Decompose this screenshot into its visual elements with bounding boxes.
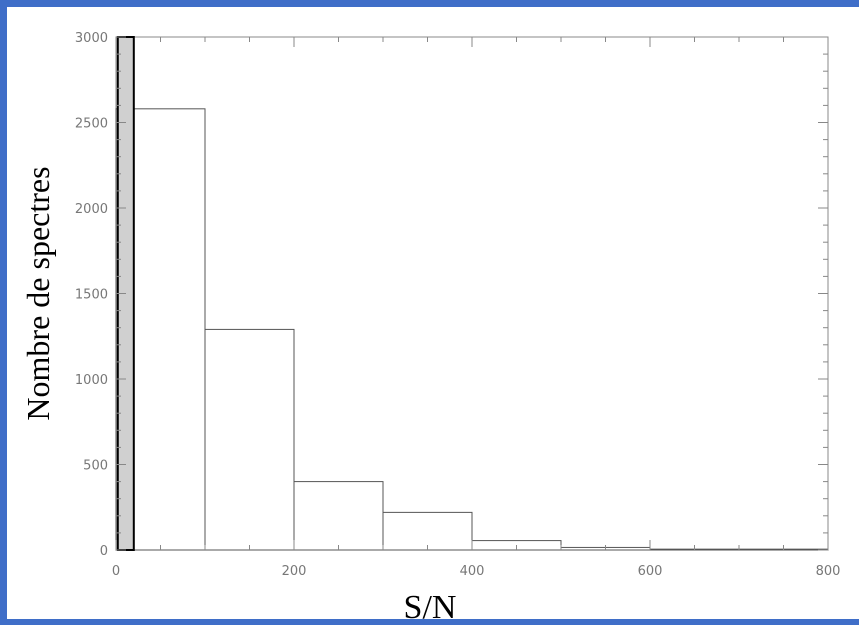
figure-frame: 0 200 400 600 800 0 500 1000 1500 2000 2500 3000 S/N… — [7, 7, 859, 619]
y-tick-label: 0 — [100, 544, 108, 559]
x-tick-label: 800 — [816, 564, 841, 579]
x-tick-label: 400 — [460, 564, 485, 579]
plot-frame — [115, 36, 829, 551]
x-axis-title: S/N — [404, 589, 457, 619]
y-tick-label: 3000 — [75, 31, 108, 46]
y-tick-label: 2000 — [75, 202, 108, 217]
x-tick-label: 0 — [112, 564, 120, 579]
histogram-chart: 0 200 400 600 800 0 500 1000 1500 2000 2500 3000 S/N… — [20, 31, 841, 619]
x-tick-label: 200 — [282, 564, 307, 579]
y-axis-title: Nombre de spectres — [20, 166, 56, 420]
y-tick-label: 1000 — [75, 373, 108, 388]
x-tick-label: 600 — [638, 564, 663, 579]
y-tick-label: 500 — [83, 459, 108, 474]
y-tick-label: 2500 — [75, 117, 108, 132]
axis-ticks — [115, 36, 829, 551]
y-tick-label: 1500 — [75, 288, 108, 303]
